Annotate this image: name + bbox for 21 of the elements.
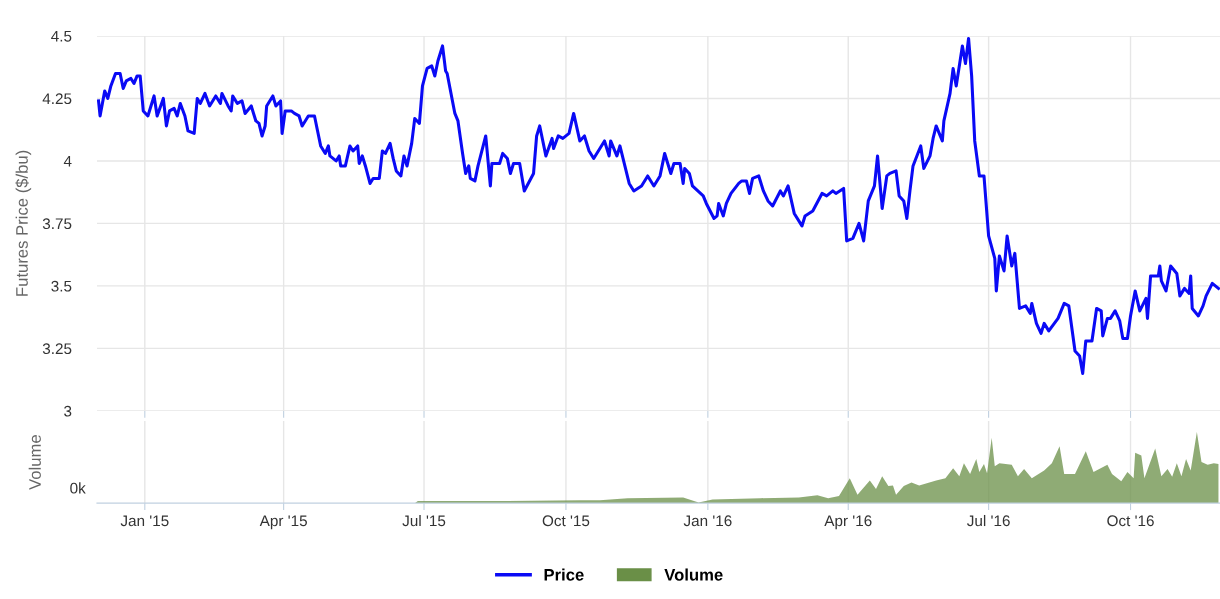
y-tick-label: 3.25: [42, 343, 72, 355]
legend-label: Volume: [664, 568, 723, 581]
y-axis-title: Futures Price ($/bu): [15, 150, 32, 296]
x-tick-label: Apr '16: [824, 515, 872, 530]
y-tick-label: 4.5: [51, 30, 72, 42]
legend-label: Price: [544, 568, 584, 581]
y-axis-title: Volume: [28, 435, 41, 490]
y-tick-label: 3.75: [42, 218, 72, 230]
x-tick-label: Jan '15: [120, 515, 169, 527]
y-tick-label: 4: [63, 155, 72, 167]
x-tick-label: Jul '15: [402, 514, 446, 527]
y-tick-label: 4.25: [42, 93, 72, 105]
x-tick-label: Oct '15: [542, 515, 590, 527]
line-series: [97, 36, 1220, 375]
text: 0k: [70, 482, 86, 494]
x-tick-label: Jul '16: [967, 514, 1010, 527]
y-tick-label: 3: [64, 405, 72, 417]
y-tick-label: 3.5: [51, 280, 72, 292]
x-tick-label: Jan '16: [683, 515, 732, 527]
x-tick-label: Apr '15: [259, 515, 307, 530]
x-tick-label: Oct '16: [1107, 515, 1154, 527]
